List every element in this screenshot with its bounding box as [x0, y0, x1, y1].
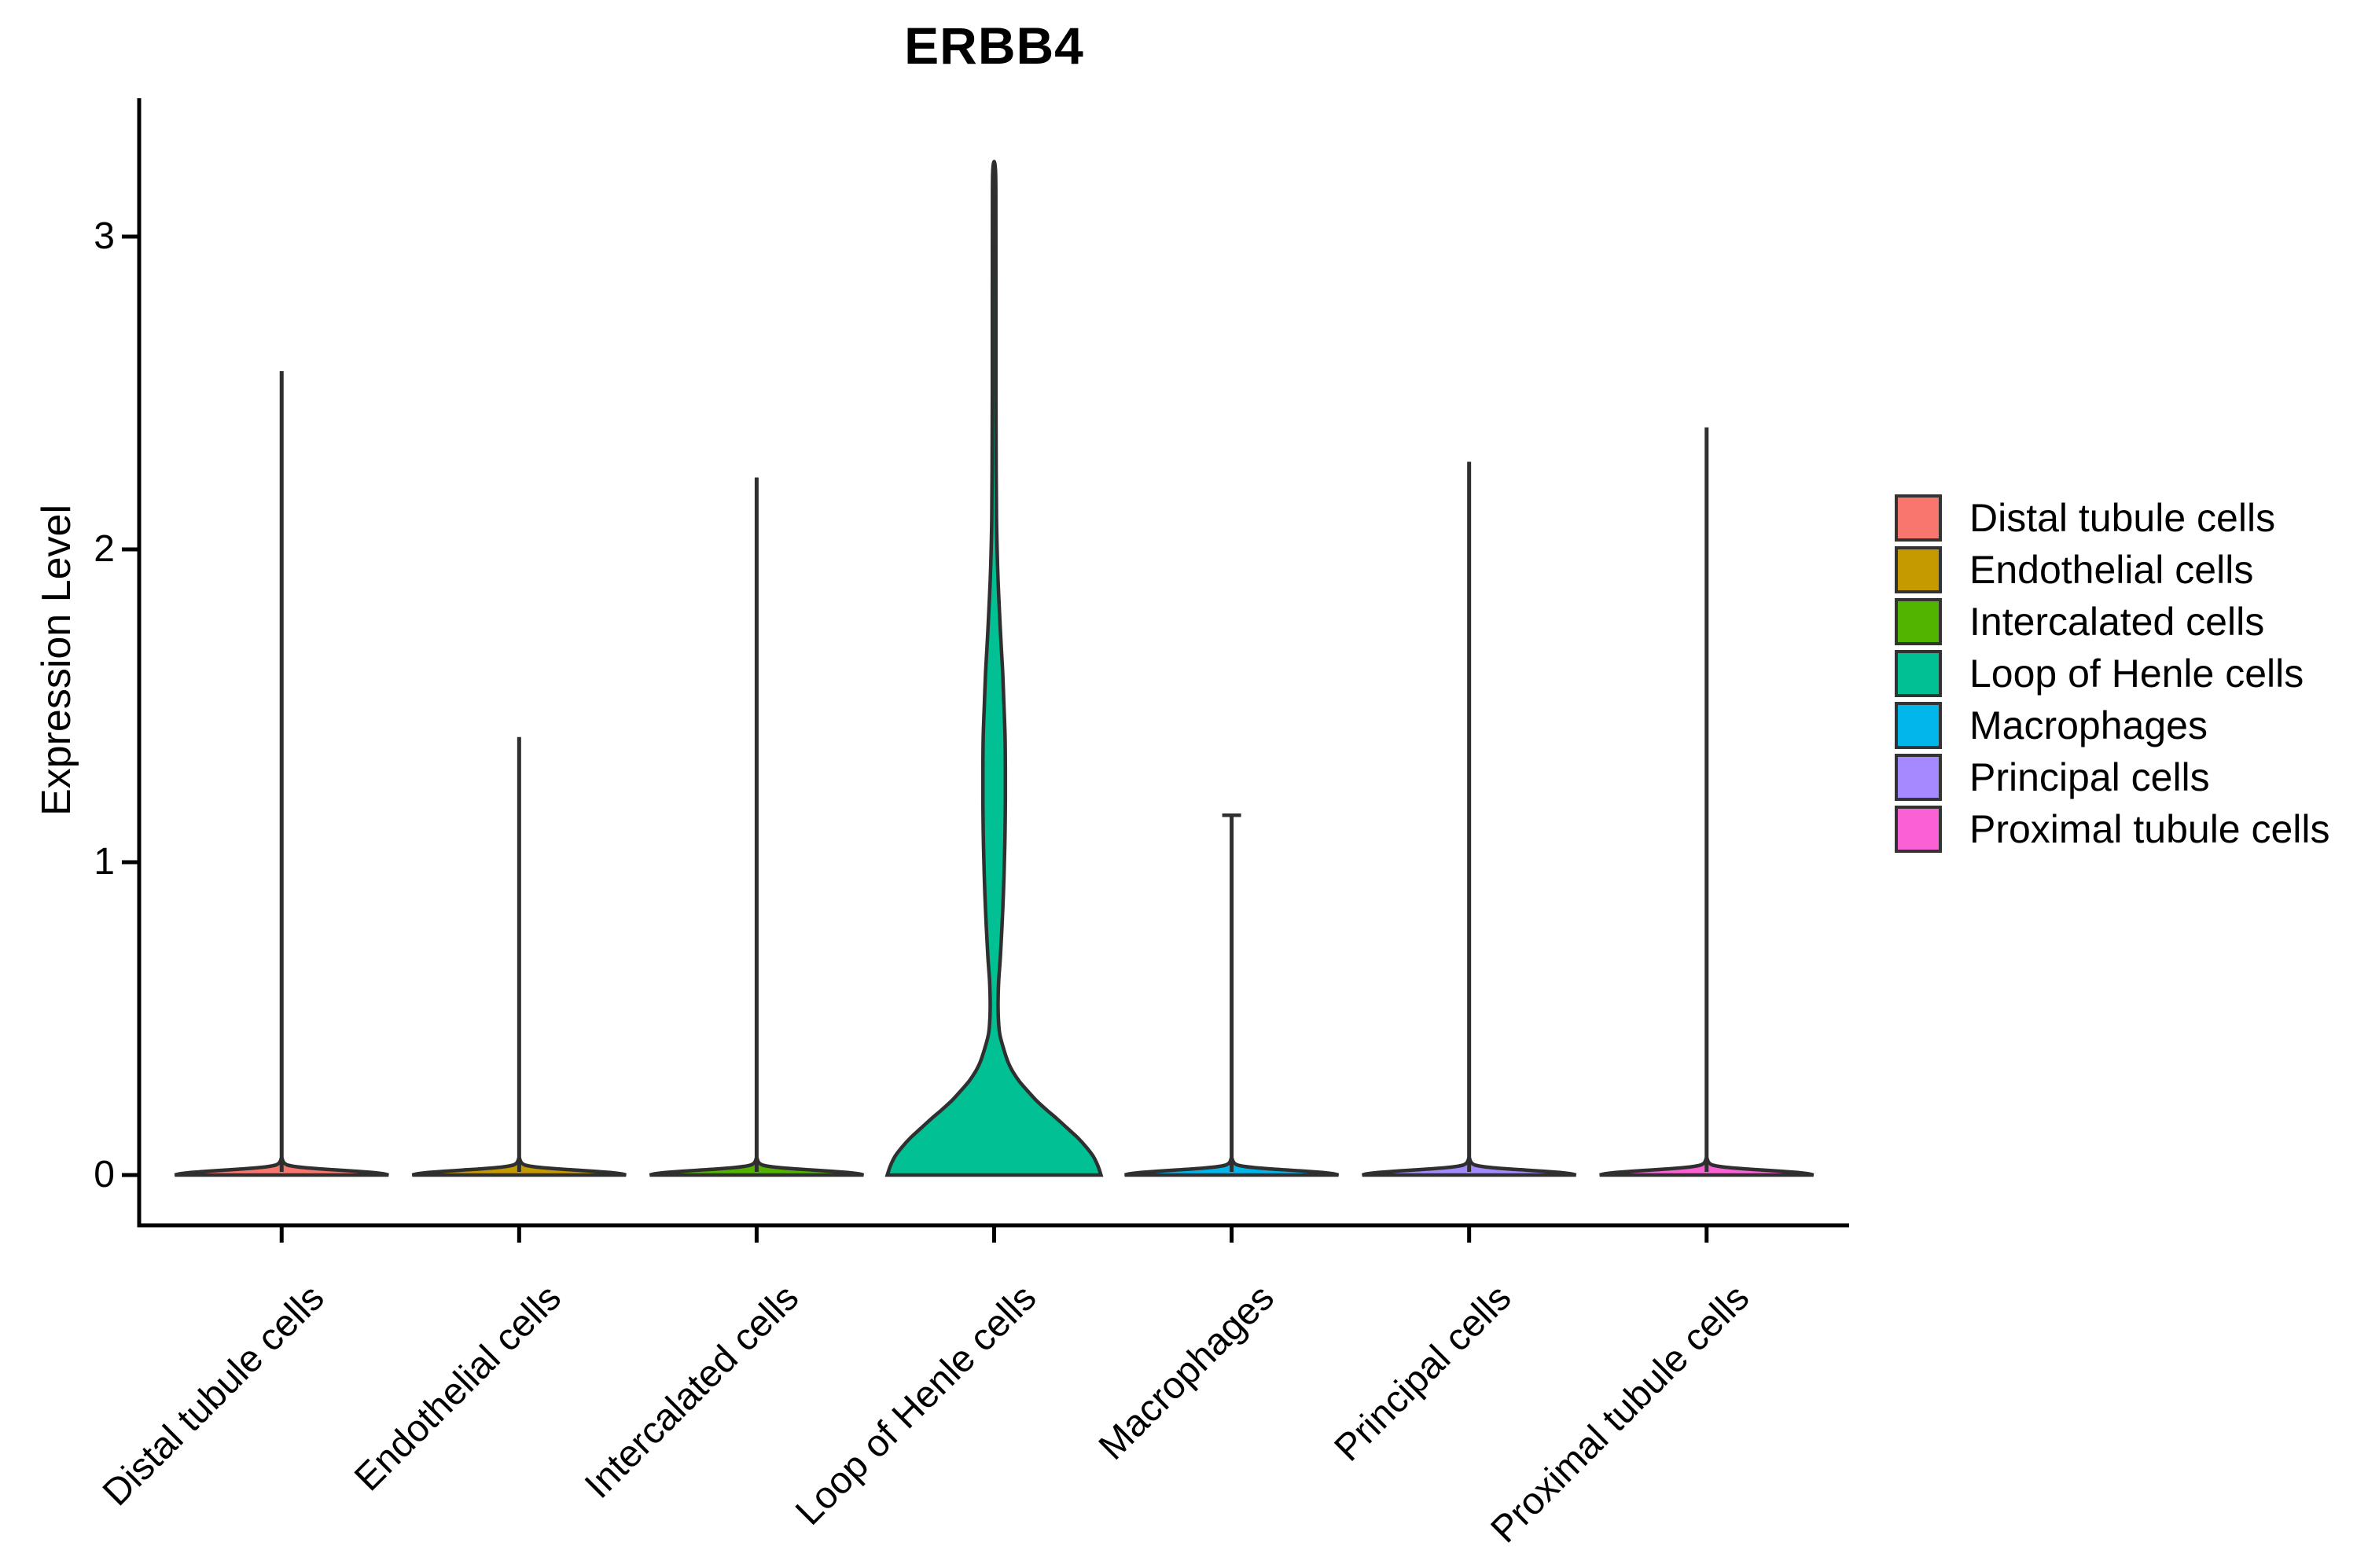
legend-item-endothelial-cells: Endothelial cells — [1895, 546, 2330, 593]
legend: Distal tubule cells Endothelial cells Inte… — [1895, 494, 2330, 857]
legend-label: Proximal tubule cells — [1969, 807, 2330, 851]
legend-label: Principal cells — [1969, 755, 2210, 799]
legend-swatch-distal-tubule-cells — [1895, 494, 1942, 542]
y-tick-label: 3 — [94, 215, 115, 257]
legend-swatch-intercalated-cells — [1895, 598, 1942, 645]
legend-label: Macrophages — [1969, 703, 2208, 747]
legend-swatch-loop-of-henle-cells — [1895, 650, 1942, 697]
legend-swatch-endothelial-cells — [1895, 546, 1942, 593]
legend-item-principal-cells: Principal cells — [1895, 754, 2330, 801]
legend-item-intercalated-cells: Intercalated cells — [1895, 598, 2330, 645]
y-tick-label: 0 — [94, 1154, 115, 1195]
legend-item-macrophages: Macrophages — [1895, 702, 2330, 749]
chart-title: ERBB4 — [904, 17, 1084, 75]
legend-item-loop-of-henle-cells: Loop of Henle cells — [1895, 650, 2330, 697]
legend-item-distal-tubule-cells: Distal tubule cells — [1895, 494, 2330, 542]
legend-swatch-macrophages — [1895, 702, 1942, 749]
legend-swatch-proximal-tubule-cells — [1895, 806, 1942, 853]
y-tick-label: 2 — [94, 528, 115, 570]
legend-label: Distal tubule cells — [1969, 496, 2276, 540]
y-tick-label: 1 — [94, 841, 115, 883]
legend-item-proximal-tubule-cells: Proximal tubule cells — [1895, 806, 2330, 853]
legend-label: Intercalated cells — [1969, 600, 2265, 644]
violin-loop-of-henle-cells — [884, 160, 1104, 1177]
legend-label: Endothelial cells — [1969, 548, 2254, 592]
legend-swatch-principal-cells — [1895, 754, 1942, 801]
legend-label: Loop of Henle cells — [1969, 652, 2304, 696]
